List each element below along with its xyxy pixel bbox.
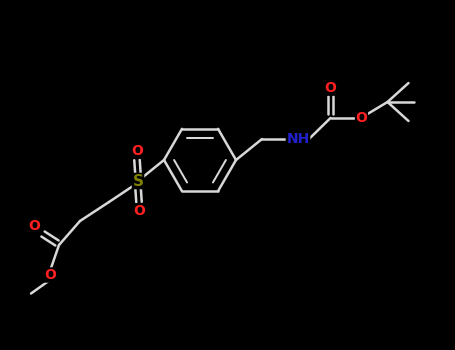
Text: S: S	[132, 174, 143, 189]
Text: O: O	[131, 144, 143, 158]
Text: O: O	[324, 81, 336, 95]
Text: O: O	[28, 219, 40, 233]
Text: O: O	[133, 204, 145, 218]
Text: NH: NH	[286, 132, 309, 146]
Text: O: O	[44, 268, 56, 282]
Text: O: O	[355, 111, 368, 125]
